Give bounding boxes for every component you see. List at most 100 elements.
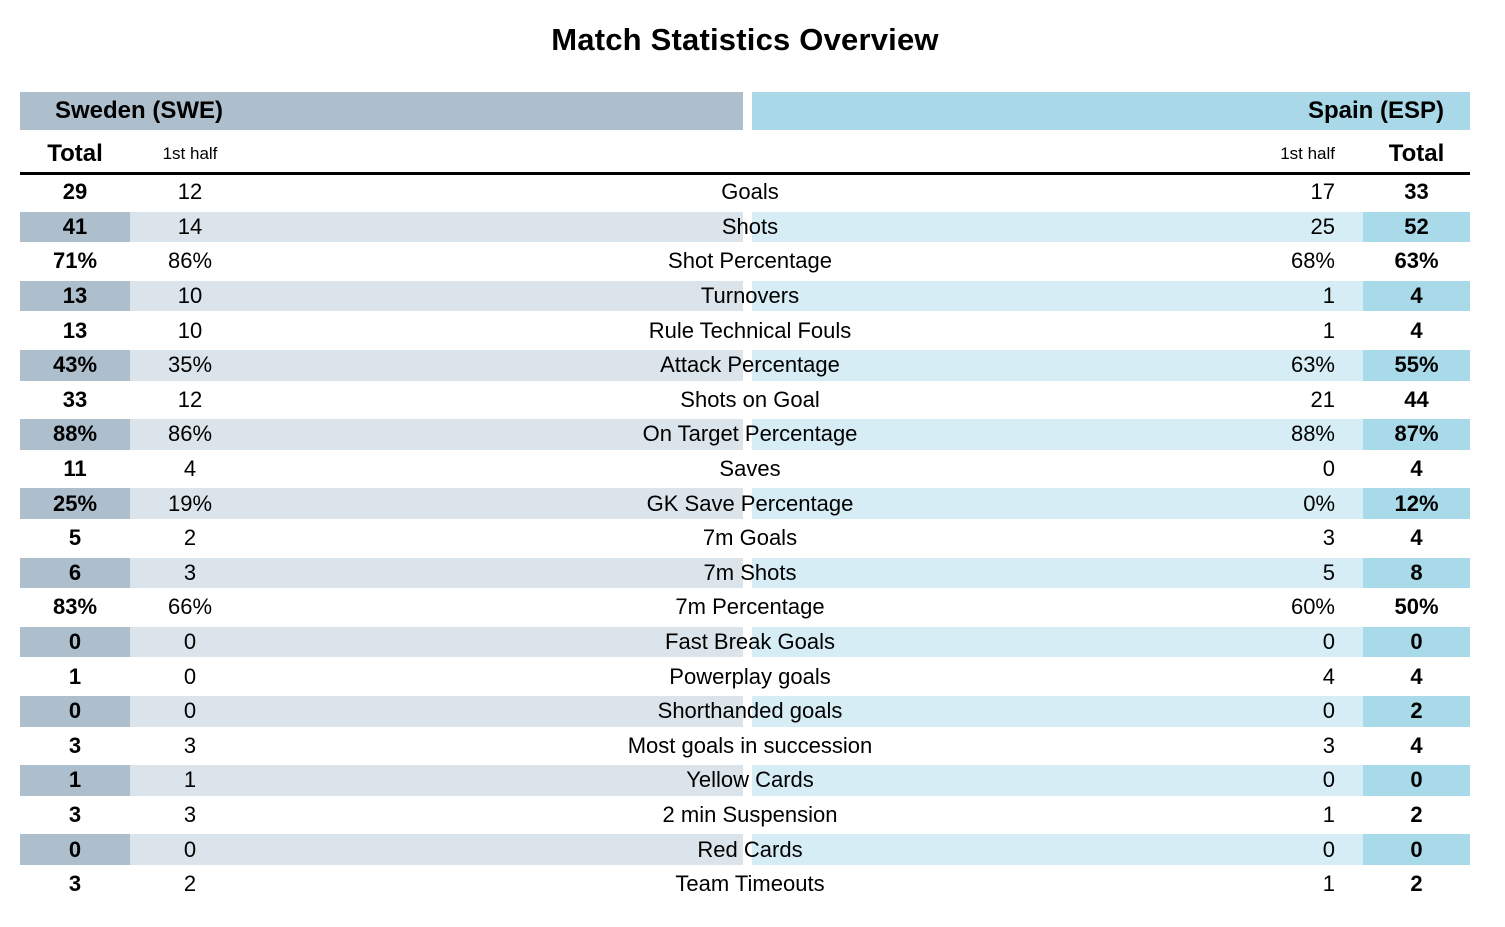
swe-total-value: 11 <box>63 456 87 482</box>
swe-first-half-value: 2 <box>183 525 197 551</box>
column-header-esp-first-half: 1st half <box>1280 144 1335 163</box>
esp-first-half-value: 4 <box>1322 663 1335 689</box>
swe-total-value: 3 <box>68 801 82 827</box>
esp-first-half-value: 60% <box>1290 594 1335 620</box>
stat-label: Shots on Goal <box>680 386 820 412</box>
esp-total-value: 0 <box>1410 767 1423 793</box>
esp-first-half-value: 0 <box>1322 836 1335 862</box>
swe-total-value: 0 <box>68 698 82 724</box>
esp-total-value: 4 <box>1410 525 1423 551</box>
esp-total-value: 50% <box>1394 594 1439 620</box>
stat-label: Most goals in succession <box>627 732 873 758</box>
swe-first-half-value: 35% <box>167 352 213 378</box>
column-header-swe-first-half: 1st half <box>162 144 218 163</box>
swe-total-value: 6 <box>68 559 82 585</box>
swe-total-value: 41 <box>62 213 88 239</box>
swe-total-value: 13 <box>62 283 88 309</box>
stat-label: Red Cards <box>697 836 803 862</box>
swe-first-half-value: 0 <box>183 698 197 724</box>
swe-total-value: 0 <box>68 629 82 655</box>
esp-first-half-value: 25 <box>1310 213 1335 239</box>
esp-first-half-value: 63% <box>1290 352 1335 378</box>
stat-row: 3 3 2 min Suspension 1 2 <box>20 798 1470 833</box>
esp-first-half-value: 1 <box>1322 871 1335 897</box>
swe-total-value: 88% <box>52 421 98 447</box>
stat-row: 0 0 Red Cards 0 0 <box>20 832 1470 867</box>
esp-total-value: 4 <box>1410 732 1423 758</box>
swe-total-value: 3 <box>68 871 82 897</box>
swe-total-value: 3 <box>68 732 82 758</box>
esp-first-half-value: 0 <box>1322 456 1335 482</box>
esp-first-half-value: 68% <box>1290 248 1335 274</box>
esp-total-value: 0 <box>1410 629 1423 655</box>
esp-total-value: 8 <box>1410 559 1423 585</box>
esp-total-value: 2 <box>1410 801 1423 827</box>
swe-first-half-value: 3 <box>183 559 197 585</box>
esp-first-half-value: 0% <box>1303 490 1335 516</box>
swe-first-half-value: 3 <box>183 801 197 827</box>
stat-row: 33 12 Shots on Goal 21 44 <box>20 383 1470 418</box>
swe-first-half-value: 19% <box>167 490 213 516</box>
swe-total-value: 1 <box>68 767 82 793</box>
esp-total-value: 44 <box>1404 386 1429 412</box>
stat-label: Goals <box>721 179 779 205</box>
esp-total-value: 63% <box>1394 248 1439 274</box>
column-header-esp-total: Total <box>1388 140 1445 167</box>
stat-label: 7m Goals <box>702 525 798 551</box>
team-header-spain: Spain (ESP) <box>752 92 1470 130</box>
esp-total-value: 55% <box>1394 352 1439 378</box>
swe-first-half-value: 86% <box>167 421 213 447</box>
stat-label: Shots <box>721 213 779 239</box>
stat-row: 1 0 Powerplay goals 4 4 <box>20 659 1470 694</box>
stat-label: Powerplay goals <box>669 663 831 689</box>
swe-first-half-value: 0 <box>183 836 197 862</box>
esp-total-value: 33 <box>1404 179 1429 205</box>
swe-total-value: 29 <box>62 179 88 205</box>
esp-total-value: 2 <box>1410 698 1423 724</box>
swe-total-value: 83% <box>52 594 98 620</box>
swe-first-half-value: 66% <box>167 594 213 620</box>
stat-row: 29 12 Goals 17 33 <box>20 175 1470 210</box>
stat-label: Rule Technical Fouls <box>648 317 852 343</box>
stat-label: Saves <box>719 456 781 482</box>
esp-first-half-value: 3 <box>1322 732 1335 758</box>
stat-label: GK Save Percentage <box>646 490 854 516</box>
esp-first-half-value: 88% <box>1290 421 1335 447</box>
swe-total-value: 71% <box>52 248 98 274</box>
team-header-row: Sweden (SWE) Spain (ESP) <box>20 92 1470 130</box>
esp-total-value: 4 <box>1410 456 1423 482</box>
esp-total-value: 4 <box>1410 283 1423 309</box>
swe-first-half-value: 0 <box>183 663 197 689</box>
stat-row: 3 2 Team Timeouts 1 2 <box>20 867 1470 902</box>
esp-first-half-value: 1 <box>1322 317 1335 343</box>
stat-label: Attack Percentage <box>660 352 840 378</box>
swe-total-value: 0 <box>68 836 82 862</box>
swe-first-half-value: 0 <box>183 629 197 655</box>
esp-first-half-value: 0 <box>1322 767 1335 793</box>
swe-first-half-value: 12 <box>177 386 203 412</box>
stats-rows: 29 12 Goals 17 33 41 14 Shots 25 52 71% 86% Shot Per… <box>20 175 1470 901</box>
esp-first-half-value: 21 <box>1310 386 1335 412</box>
swe-total-value: 33 <box>62 386 88 412</box>
swe-total-value: 25% <box>52 490 98 516</box>
page-title: Match Statistics Overview <box>551 22 939 57</box>
swe-first-half-value: 10 <box>177 283 203 309</box>
esp-first-half-value: 1 <box>1322 283 1335 309</box>
esp-total-value: 87% <box>1394 421 1439 447</box>
esp-total-value: 2 <box>1410 871 1423 897</box>
stat-label: Shot Percentage <box>668 248 832 274</box>
swe-first-half-value: 1 <box>183 767 197 793</box>
swe-total-value: 43% <box>52 352 98 378</box>
stat-label: 2 min Suspension <box>662 801 838 827</box>
swe-first-half-value: 2 <box>183 871 197 897</box>
stat-label: 7m Percentage <box>675 594 825 620</box>
stat-row: 13 10 Turnovers 1 4 <box>20 278 1470 314</box>
esp-first-half-value: 17 <box>1310 179 1335 205</box>
stat-row: 0 0 Shorthanded goals 0 2 <box>20 693 1470 729</box>
swe-first-half-value: 12 <box>177 179 203 205</box>
swe-total-value: 13 <box>62 317 88 343</box>
esp-first-half-value: 5 <box>1322 559 1335 585</box>
stat-row: 11 4 Saves 0 4 <box>20 452 1470 487</box>
stat-row: 1 1 Yellow Cards 0 0 <box>20 763 1470 798</box>
